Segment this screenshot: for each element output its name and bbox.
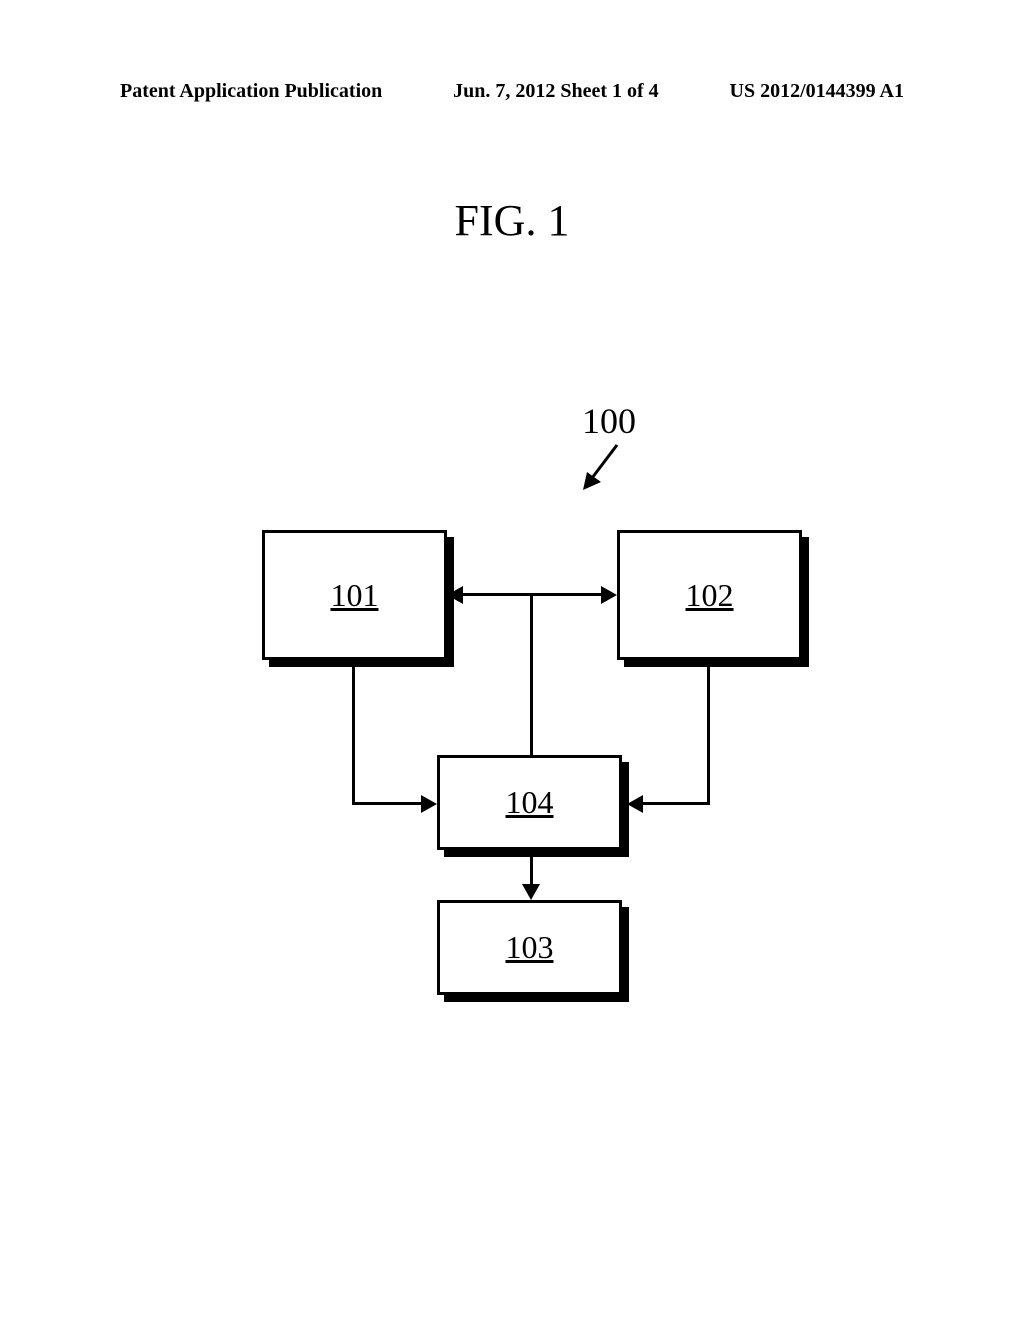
arrow-to-101: [447, 586, 463, 604]
block-diagram: 100 101 102 104 103: [187, 400, 837, 1000]
ref-100-arrow: [577, 440, 627, 495]
box-102: 102: [617, 530, 802, 660]
box-102-label: 102: [686, 577, 734, 614]
connector-101-down: [352, 660, 355, 805]
header-publication: Patent Application Publication: [120, 80, 382, 103]
header-date-sheet: Jun. 7, 2012 Sheet 1 of 4: [453, 80, 659, 103]
connector-102-left: [642, 802, 710, 805]
box-103-label: 103: [506, 929, 554, 966]
box-101: 101: [262, 530, 447, 660]
figure-title: FIG. 1: [455, 195, 570, 246]
arrow-102-to-104: [627, 795, 643, 813]
box-104-label: 104: [506, 784, 554, 821]
header-patent-number: US 2012/0144399 A1: [730, 80, 904, 103]
connector-104-103: [530, 850, 533, 885]
connector-101-right: [352, 802, 422, 805]
ref-100-label: 100: [582, 400, 636, 442]
arrow-104-to-103: [522, 884, 540, 900]
connector-mid-down: [530, 593, 533, 755]
box-104: 104: [437, 755, 622, 850]
arrow-101-to-104: [421, 795, 437, 813]
connector-102-down: [707, 660, 710, 805]
box-103: 103: [437, 900, 622, 995]
page-header: Patent Application Publication Jun. 7, 2…: [0, 80, 1024, 103]
arrow-to-102: [601, 586, 617, 604]
box-101-label: 101: [331, 577, 379, 614]
